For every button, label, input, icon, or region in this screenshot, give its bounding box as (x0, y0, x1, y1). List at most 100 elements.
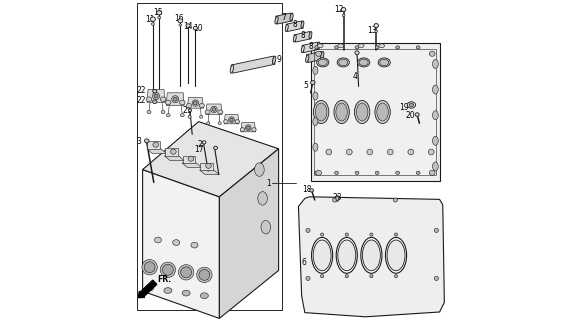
Ellipse shape (321, 275, 323, 278)
Ellipse shape (153, 100, 157, 104)
Polygon shape (298, 197, 444, 317)
Ellipse shape (150, 17, 155, 21)
Text: 3: 3 (136, 137, 141, 146)
Ellipse shape (309, 189, 314, 192)
Polygon shape (165, 148, 178, 156)
Ellipse shape (311, 81, 315, 84)
Ellipse shape (335, 196, 339, 201)
Ellipse shape (252, 128, 256, 132)
Ellipse shape (160, 262, 176, 277)
Ellipse shape (179, 265, 194, 280)
Ellipse shape (336, 237, 357, 273)
Ellipse shape (166, 114, 170, 117)
Ellipse shape (380, 59, 389, 66)
Polygon shape (182, 163, 202, 168)
Ellipse shape (206, 163, 212, 168)
Ellipse shape (155, 237, 162, 243)
Polygon shape (311, 43, 440, 181)
Ellipse shape (434, 276, 438, 280)
Text: 9: 9 (277, 55, 281, 64)
Polygon shape (224, 115, 239, 124)
Ellipse shape (379, 44, 384, 48)
Ellipse shape (408, 149, 414, 155)
Ellipse shape (191, 242, 198, 248)
Ellipse shape (386, 237, 407, 273)
Ellipse shape (229, 117, 234, 123)
Ellipse shape (370, 275, 373, 278)
Ellipse shape (247, 126, 250, 129)
Ellipse shape (416, 171, 420, 174)
Ellipse shape (151, 23, 155, 25)
Ellipse shape (199, 104, 205, 108)
Text: 22: 22 (136, 86, 146, 95)
Ellipse shape (318, 44, 323, 48)
Polygon shape (146, 149, 166, 154)
Ellipse shape (432, 60, 438, 68)
Ellipse shape (200, 293, 209, 299)
Polygon shape (142, 170, 219, 318)
Ellipse shape (156, 11, 162, 15)
Ellipse shape (409, 103, 414, 107)
Ellipse shape (309, 32, 312, 39)
Ellipse shape (338, 44, 343, 48)
Ellipse shape (212, 108, 216, 111)
Ellipse shape (230, 118, 233, 121)
Ellipse shape (387, 149, 393, 155)
Bar (137, 3, 282, 310)
Ellipse shape (240, 128, 245, 132)
Ellipse shape (355, 171, 359, 174)
Ellipse shape (142, 260, 157, 275)
Ellipse shape (407, 102, 415, 108)
Ellipse shape (355, 51, 359, 55)
Ellipse shape (294, 35, 297, 42)
Ellipse shape (290, 13, 293, 21)
Ellipse shape (193, 101, 197, 105)
Polygon shape (148, 141, 160, 149)
Ellipse shape (218, 122, 222, 125)
Ellipse shape (182, 290, 190, 296)
Ellipse shape (230, 65, 234, 73)
Ellipse shape (432, 85, 438, 94)
Ellipse shape (164, 288, 172, 293)
Ellipse shape (171, 149, 176, 154)
Ellipse shape (362, 240, 380, 271)
Ellipse shape (154, 94, 158, 98)
Text: 11: 11 (145, 15, 155, 24)
Ellipse shape (346, 149, 352, 155)
Ellipse shape (315, 46, 319, 49)
Polygon shape (302, 42, 319, 52)
Text: 21: 21 (183, 106, 192, 115)
Ellipse shape (197, 267, 212, 283)
Ellipse shape (315, 171, 319, 174)
Ellipse shape (202, 141, 206, 144)
Ellipse shape (152, 92, 159, 100)
Ellipse shape (367, 149, 373, 155)
Ellipse shape (314, 100, 329, 124)
Polygon shape (142, 122, 278, 197)
Ellipse shape (356, 103, 368, 121)
Ellipse shape (188, 109, 192, 112)
Polygon shape (294, 32, 311, 42)
Ellipse shape (337, 58, 349, 67)
Ellipse shape (393, 198, 397, 202)
Ellipse shape (326, 149, 332, 155)
Ellipse shape (432, 136, 438, 145)
Ellipse shape (160, 97, 166, 101)
Ellipse shape (224, 120, 228, 124)
Polygon shape (183, 156, 195, 163)
Ellipse shape (199, 269, 210, 280)
Text: 8: 8 (308, 42, 313, 51)
Ellipse shape (173, 240, 180, 245)
Ellipse shape (147, 110, 151, 114)
Ellipse shape (341, 8, 346, 12)
Ellipse shape (306, 55, 309, 62)
Ellipse shape (313, 67, 318, 75)
Ellipse shape (235, 120, 240, 124)
Ellipse shape (153, 90, 157, 93)
Ellipse shape (258, 192, 267, 205)
Ellipse shape (317, 42, 320, 49)
Ellipse shape (358, 44, 364, 48)
Polygon shape (200, 170, 219, 175)
Ellipse shape (161, 110, 165, 114)
Text: 7: 7 (281, 13, 286, 22)
